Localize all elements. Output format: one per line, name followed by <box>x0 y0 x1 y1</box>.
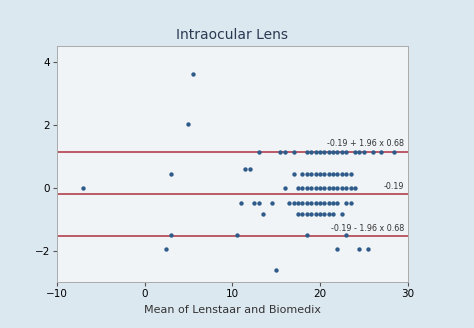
Point <box>351 186 359 191</box>
Point <box>320 150 328 155</box>
Point <box>347 200 355 205</box>
Point <box>272 268 280 273</box>
Point <box>342 186 350 191</box>
Point <box>255 200 263 205</box>
Point <box>329 172 337 177</box>
Point <box>316 186 324 191</box>
Point <box>299 200 306 205</box>
Point <box>320 212 328 217</box>
Point <box>320 186 328 191</box>
Point <box>233 233 240 238</box>
Point <box>184 121 192 127</box>
Point <box>329 200 337 205</box>
Title: Intraocular Lens: Intraocular Lens <box>176 28 288 42</box>
Point <box>307 200 315 205</box>
Point <box>303 172 310 177</box>
Point <box>312 212 319 217</box>
Point <box>338 212 346 217</box>
Point <box>255 150 263 155</box>
Point <box>285 200 293 205</box>
Point <box>342 172 350 177</box>
Point <box>369 150 376 155</box>
Point <box>325 172 332 177</box>
Point <box>320 172 328 177</box>
Point <box>347 186 355 191</box>
Point <box>312 200 319 205</box>
Point <box>303 233 310 238</box>
Point <box>303 186 310 191</box>
Text: -0.19 + 1.96 x 0.68: -0.19 + 1.96 x 0.68 <box>327 139 404 149</box>
Point <box>351 150 359 155</box>
Point <box>347 172 355 177</box>
Point <box>334 186 341 191</box>
Point <box>277 150 284 155</box>
Point <box>312 172 319 177</box>
Point <box>320 200 328 205</box>
Point <box>360 150 367 155</box>
X-axis label: Mean of Lenstaar and Biomedix: Mean of Lenstaar and Biomedix <box>144 305 321 315</box>
Point <box>365 246 372 252</box>
Point <box>338 172 346 177</box>
Point <box>281 150 289 155</box>
Point <box>259 212 267 217</box>
Point <box>316 150 324 155</box>
Point <box>163 246 170 252</box>
Point <box>307 186 315 191</box>
Point <box>338 186 346 191</box>
Point <box>325 186 332 191</box>
Point <box>268 200 275 205</box>
Point <box>294 186 302 191</box>
Point <box>294 200 302 205</box>
Point <box>338 150 346 155</box>
Point <box>290 200 298 205</box>
Point <box>250 200 258 205</box>
Point <box>307 212 315 217</box>
Point <box>334 246 341 252</box>
Point <box>334 150 341 155</box>
Point <box>167 233 174 238</box>
Point <box>329 212 337 217</box>
Point <box>281 186 289 191</box>
Point <box>334 200 341 205</box>
Point <box>342 150 350 155</box>
Point <box>307 172 315 177</box>
Point <box>299 212 306 217</box>
Point <box>329 150 337 155</box>
Point <box>342 233 350 238</box>
Point <box>294 212 302 217</box>
Point <box>299 172 306 177</box>
Point <box>316 212 324 217</box>
Point <box>303 200 310 205</box>
Text: -0.19: -0.19 <box>383 182 404 191</box>
Point <box>290 150 298 155</box>
Point <box>342 200 350 205</box>
Point <box>356 150 363 155</box>
Point <box>329 186 337 191</box>
Point <box>325 150 332 155</box>
Point <box>246 167 254 172</box>
Point <box>290 172 298 177</box>
Point <box>237 200 245 205</box>
Point <box>316 172 324 177</box>
Point <box>303 212 310 217</box>
Point <box>79 186 87 191</box>
Point <box>334 172 341 177</box>
Point <box>356 246 363 252</box>
Point <box>312 150 319 155</box>
Point <box>316 200 324 205</box>
Point <box>377 150 385 155</box>
Point <box>242 167 249 172</box>
Point <box>303 150 310 155</box>
Point <box>167 172 174 177</box>
Point <box>325 212 332 217</box>
Point <box>189 71 197 76</box>
Point <box>325 200 332 205</box>
Text: -0.19 - 1.96 x 0.68: -0.19 - 1.96 x 0.68 <box>331 224 404 233</box>
Point <box>299 186 306 191</box>
Point <box>312 186 319 191</box>
Point <box>391 150 398 155</box>
Point <box>307 150 315 155</box>
